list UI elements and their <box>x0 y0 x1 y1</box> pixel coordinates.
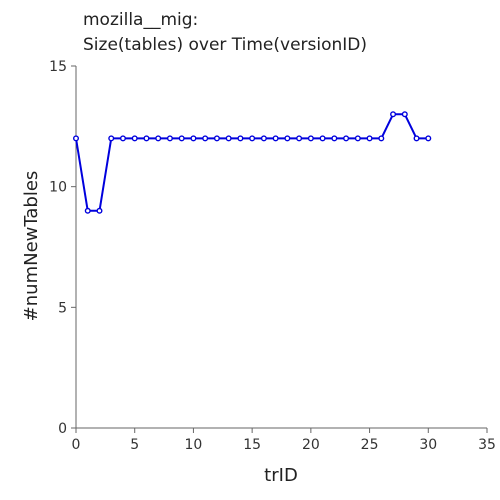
data-point <box>190 135 197 142</box>
data-point <box>366 135 373 142</box>
y-axis-label: #numNewTables <box>21 171 42 322</box>
data-point <box>413 135 420 142</box>
data-point <box>296 135 303 142</box>
x-tick-label: 5 <box>130 437 139 453</box>
chart-title-line-1: mozilla__mig: <box>83 10 198 30</box>
x-tick-label: 0 <box>72 437 81 453</box>
data-point <box>390 111 397 118</box>
data-point <box>119 135 126 142</box>
data-point <box>272 135 279 142</box>
data-point <box>84 207 91 214</box>
data-point <box>284 135 291 142</box>
data-point <box>237 135 244 142</box>
series <box>72 111 432 214</box>
data-point <box>178 135 185 142</box>
data-point <box>425 135 432 142</box>
data-point <box>225 135 232 142</box>
data-point <box>143 135 150 142</box>
axes <box>75 66 487 429</box>
data-point <box>354 135 361 142</box>
x-tick-label: 10 <box>185 437 203 453</box>
data-point <box>131 135 138 142</box>
series-line <box>75 113 429 212</box>
data-point <box>260 135 267 142</box>
data-point <box>166 135 173 142</box>
x-tick-label: 30 <box>419 437 437 453</box>
data-point <box>378 135 385 142</box>
x-tick-label: 20 <box>302 437 320 453</box>
y-tick-label: 10 <box>49 180 67 196</box>
data-point <box>108 135 115 142</box>
data-point <box>307 135 314 142</box>
y-tick-label: 0 <box>58 421 67 437</box>
data-point <box>72 135 79 142</box>
x-tick-label: 15 <box>243 437 261 453</box>
data-point <box>96 207 103 214</box>
x-tick-label: 35 <box>478 437 496 453</box>
data-point <box>213 135 220 142</box>
ticks: 0 5 10 15 20 25 30 35 0 5 10 15 <box>49 59 496 453</box>
x-axis-label: trID <box>264 465 298 486</box>
data-point <box>249 135 256 142</box>
data-point <box>155 135 162 142</box>
data-point <box>331 135 338 142</box>
data-point <box>319 135 326 142</box>
x-tick-label: 25 <box>361 437 379 453</box>
data-point <box>401 111 408 118</box>
y-tick-label: 5 <box>58 300 67 316</box>
data-point <box>343 135 350 142</box>
y-tick-label: 15 <box>49 59 67 75</box>
data-point <box>202 135 209 142</box>
chart-title-line-2: Size(tables) over Time(versionID) <box>83 35 367 55</box>
